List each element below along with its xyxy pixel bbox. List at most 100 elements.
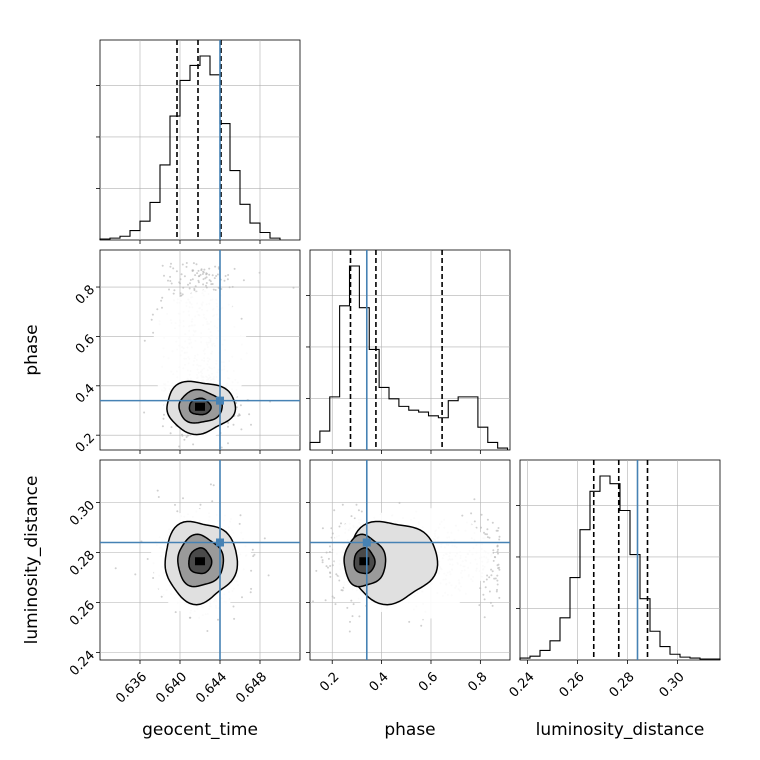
scatter-phase-vs-luminosity-distance-sample	[486, 533, 488, 536]
scatter-geocent-time-vs-phase-sample	[202, 271, 205, 274]
scatter-geocent-time-vs-luminosity-distance-sample	[160, 595, 163, 598]
scatter-phase-vs-luminosity-distance-sample	[355, 503, 358, 506]
scatter-phase-vs-luminosity-distance-sample	[357, 509, 360, 512]
hist-luminosity-distance-x-tick-label-1: 0.26	[557, 670, 588, 701]
scatter-phase-vs-luminosity-distance-sample	[498, 568, 501, 571]
scatter-geocent-time-vs-phase-sample	[205, 282, 208, 284]
scatter-geocent-time-vs-phase-sample	[227, 442, 229, 445]
scatter-phase-vs-luminosity-distance-sample	[497, 527, 500, 529]
scatter-phase-vs-luminosity-distance-sample	[338, 579, 341, 582]
scatter-phase-vs-luminosity-distance-sample	[331, 532, 334, 535]
scatter-geocent-time-vs-phase-sample	[233, 267, 236, 270]
scatter-geocent-time-vs-phase-sample	[162, 417, 165, 420]
scatter-geocent-time-vs-phase-sample	[179, 278, 182, 281]
axis-labels-layer: geocent_time phase luminosity_distance p…	[22, 324, 704, 740]
scatter-phase-vs-luminosity-distance-sample	[497, 552, 499, 555]
scatter-geocent-time-vs-phase-sample	[208, 267, 211, 270]
scatter-phase-vs-luminosity-distance-sample	[333, 596, 336, 599]
scatter-geocent-time-vs-phase-sample	[228, 286, 231, 289]
scatter-phase-vs-luminosity-distance-sample	[420, 624, 423, 627]
scatter-phase-vs-luminosity-distance-sample	[330, 527, 333, 530]
hist-geocent-time-panel	[96, 39, 301, 244]
scatter-phase-vs-luminosity-distance-sample	[358, 615, 361, 618]
scatter-geocent-time-vs-phase-sample	[191, 269, 194, 272]
scatter-phase-vs-luminosity-distance-sample	[312, 600, 314, 603]
hist-luminosity-distance-x-tick-label-2: 0.28	[607, 670, 638, 701]
scatter-geocent-time-vs-phase-sample	[143, 339, 146, 342]
scatter-geocent-time-vs-phase-sample	[195, 263, 198, 266]
hist-geocent-time-frame	[99, 39, 301, 241]
scatter-phase-vs-luminosity-distance-sample	[350, 599, 353, 602]
scatter-geocent-time-vs-phase-sample	[196, 272, 199, 275]
scatter-phase-vs-luminosity-distance-sample	[484, 586, 487, 589]
scatter-phase-vs-luminosity-distance-sample	[335, 573, 338, 576]
scatter-geocent-time-vs-phase-sample	[170, 282, 173, 285]
scatter-phase-vs-luminosity-distance-sample	[493, 577, 496, 580]
scatter-phase-vs-luminosity-distance-sample	[483, 598, 486, 601]
scatter-phase-vs-luminosity-distance-sample	[351, 615, 354, 618]
scatter-phase-vs-luminosity-distance-sample	[495, 590, 498, 593]
scatter-geocent-time-vs-luminosity-distance-sample	[152, 577, 155, 579]
scatter-geocent-time-vs-luminosity-distance-sample	[174, 611, 177, 614]
hist-luminosity-distance-x-tick-label-0: 0.24	[507, 670, 538, 701]
scatter-geocent-time-vs-luminosity-distance-sample	[232, 605, 235, 608]
scatter-phase-vs-luminosity-distance-sample	[320, 556, 323, 559]
scatter-geocent-time-vs-phase-y-tick-label-1: 0.4	[73, 381, 98, 406]
scatter-geocent-time-vs-phase-sample	[239, 404, 242, 407]
scatter-geocent-time-vs-phase-sample	[173, 289, 176, 292]
scatter-geocent-time-vs-luminosity-distance-sample	[174, 503, 176, 506]
scatter-phase-vs-luminosity-distance-x-tick-label-0: 0.2	[317, 670, 342, 695]
scatter-geocent-time-vs-phase-sample	[185, 262, 188, 264]
scatter-geocent-time-vs-phase-content	[100, 250, 300, 450]
scatter-geocent-time-vs-phase-sample	[216, 273, 219, 276]
hist-phase-steps	[309, 265, 509, 450]
scatter-phase-vs-luminosity-distance-sample	[494, 556, 497, 559]
scatter-phase-vs-luminosity-distance-sample	[491, 570, 494, 573]
scatter-geocent-time-vs-phase-sample	[248, 413, 251, 416]
scatter-geocent-time-vs-luminosity-distance-sample	[250, 587, 253, 590]
scatter-phase-vs-luminosity-distance-sample	[334, 603, 337, 606]
scatter-geocent-time-vs-phase-sample	[201, 273, 204, 275]
scatter-geocent-time-vs-phase-sample	[150, 318, 153, 321]
scatter-phase-vs-luminosity-distance-sample	[479, 587, 482, 590]
scatter-geocent-time-vs-phase-sample	[168, 288, 170, 291]
scatter-phase-vs-luminosity-distance-sample	[490, 574, 493, 577]
hist-luminosity-distance-panel: 0.24 0.26 0.28 0.30	[507, 459, 721, 701]
scatter-geocent-time-vs-phase-sample	[208, 273, 211, 276]
scatter-geocent-time-vs-luminosity-distance-y-tick-label-2: 0.28	[67, 548, 98, 579]
scatter-geocent-time-vs-luminosity-distance-sample	[134, 573, 137, 576]
scatter-phase-vs-luminosity-distance-sample	[304, 549, 306, 551]
scatter-phase-vs-luminosity-distance-sample	[473, 520, 476, 523]
scatter-geocent-time-vs-phase-sample	[226, 278, 229, 281]
scatter-phase-vs-luminosity-distance-sample	[492, 549, 495, 552]
x-axis-label-luminosity-distance: luminosity_distance	[536, 720, 705, 740]
scatter-geocent-time-vs-phase-panel: 0.2 0.4 0.6 0.8	[73, 249, 301, 456]
scatter-phase-vs-luminosity-distance-sample	[350, 515, 353, 518]
scatter-geocent-time-vs-luminosity-distance-x-tick-label-3: 0.648	[233, 670, 270, 707]
scatter-phase-vs-luminosity-distance-sample	[341, 589, 344, 592]
scatter-phase-vs-luminosity-distance-sample	[349, 620, 351, 623]
scatter-phase-vs-luminosity-distance-sample	[498, 535, 501, 538]
scatter-phase-vs-luminosity-distance-sample	[482, 593, 485, 596]
scatter-phase-vs-luminosity-distance-sample	[340, 522, 342, 525]
scatter-geocent-time-vs-luminosity-distance-sample	[209, 483, 212, 486]
scatter-phase-vs-luminosity-distance-sample	[331, 595, 334, 598]
scatter-phase-vs-luminosity-distance-sample	[327, 557, 330, 560]
scatter-geocent-time-vs-luminosity-distance-x-tick-label-2: 0.644	[193, 670, 230, 707]
scatter-geocent-time-vs-luminosity-distance-sample	[249, 591, 252, 594]
scatter-geocent-time-vs-phase-sample	[227, 425, 229, 428]
scatter-phase-vs-luminosity-distance-sample	[329, 575, 332, 578]
scatter-geocent-time-vs-phase-sample	[175, 270, 178, 273]
scatter-phase-vs-luminosity-distance-sample	[486, 574, 489, 577]
scatter-geocent-time-vs-phase-sample	[182, 286, 185, 289]
x-axis-label-geocent-time: geocent_time	[142, 720, 258, 740]
scatter-geocent-time-vs-phase-y-tick-label-2: 0.6	[73, 332, 98, 357]
scatter-geocent-time-vs-phase-sample	[192, 443, 195, 446]
scatter-geocent-time-vs-phase-y-tick-label-0: 0.2	[73, 431, 98, 456]
scatter-phase-vs-luminosity-distance-sample	[486, 536, 489, 539]
scatter-phase-vs-luminosity-distance-sample	[348, 630, 351, 633]
scatter-geocent-time-vs-phase-sample	[223, 279, 226, 282]
scatter-geocent-time-vs-phase-sample	[143, 411, 146, 414]
scatter-geocent-time-vs-phase-sample	[212, 288, 215, 291]
